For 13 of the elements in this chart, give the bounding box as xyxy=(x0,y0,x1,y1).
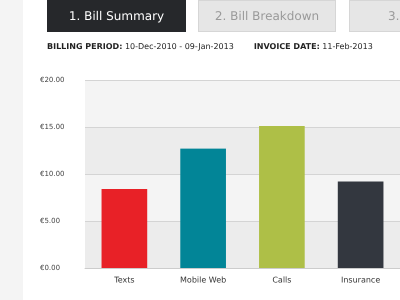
x-tick-label: Insurance xyxy=(341,276,380,284)
x-tick-label: Texts xyxy=(113,276,135,284)
x-tick-label: Calls xyxy=(272,276,292,284)
bar xyxy=(338,182,384,268)
text: INVOICE DATE: 11-Feb-2013 xyxy=(254,42,373,51)
bar xyxy=(259,126,305,268)
text: 1. Bill Summary xyxy=(47,0,186,32)
text: 2. Bill Breakdown xyxy=(198,0,336,32)
text: BILLING PERIOD: 10-Dec-2010 - 09-Jan-2013 xyxy=(47,42,234,51)
bar xyxy=(102,189,148,268)
bar xyxy=(180,148,226,268)
x-tick-label: Mobile Web xyxy=(180,276,226,284)
text: 3. xyxy=(349,0,400,32)
